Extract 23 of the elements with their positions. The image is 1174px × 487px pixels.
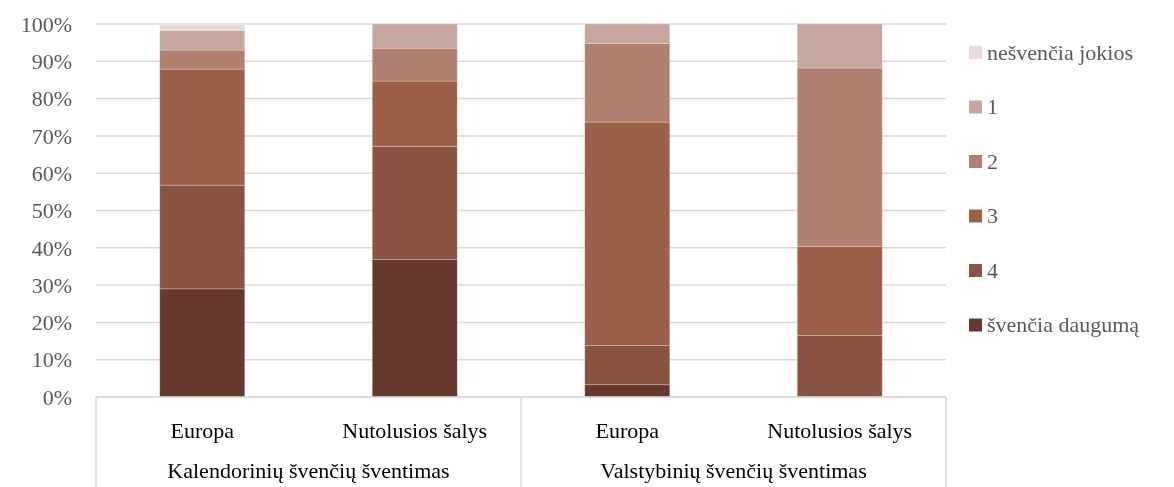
x-tick-label: Europa: [170, 418, 235, 443]
y-tick-label: 70%: [31, 123, 72, 149]
text: Valstybinių švenčių šventimas: [600, 458, 867, 483]
legend-label: 4: [987, 257, 998, 283]
y-tick-label: 60%: [31, 160, 72, 186]
y-tick-label: 80%: [31, 86, 72, 112]
y-tick-label: 0%: [42, 384, 72, 410]
legend-label: švenčia daugumą: [987, 312, 1140, 338]
y-tick-label: 50%: [31, 198, 72, 224]
y-tick-label: 90%: [31, 49, 72, 74]
x-tick-label: Europa: [595, 418, 660, 443]
y-tick-label: 20%: [31, 310, 72, 336]
legend-label: nešvenčia jokios: [987, 39, 1134, 65]
legend-label: 3: [987, 203, 998, 229]
y-tick-label: 40%: [31, 235, 72, 261]
y-tick-label: 30%: [31, 272, 72, 298]
x-tick-label: Nutolusios šalys: [342, 418, 488, 443]
text: Kalendorinių švenčių šventimas: [167, 458, 450, 483]
x-tick-label: Nutolusios šalys: [767, 418, 913, 443]
y-tick-label: 10%: [31, 347, 72, 373]
y-tick-label: 100%: [20, 11, 72, 37]
legend-label: 2: [987, 148, 998, 174]
legend-label: 1: [987, 94, 998, 120]
